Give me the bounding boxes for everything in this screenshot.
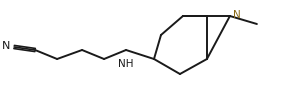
Text: NH: NH — [118, 59, 134, 69]
Text: N: N — [2, 41, 10, 51]
Text: N: N — [233, 10, 240, 20]
